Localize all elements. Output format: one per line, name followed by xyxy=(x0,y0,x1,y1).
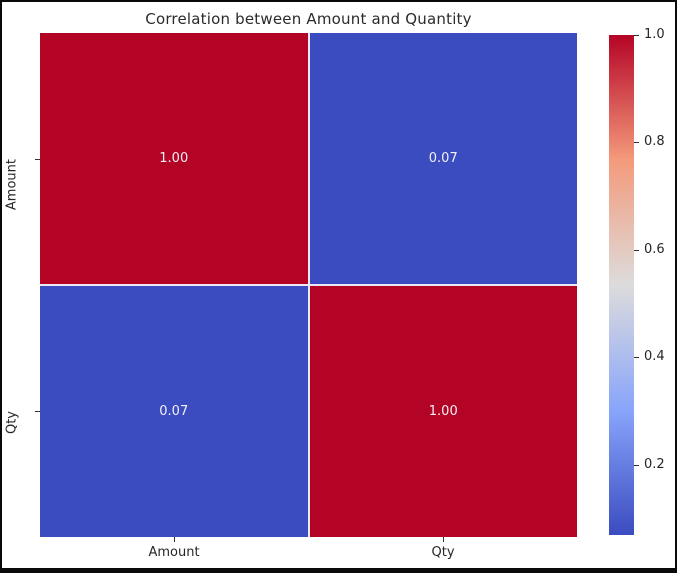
heatmap-cell-qty-qty: 1.00 xyxy=(309,286,577,537)
y-axis-label-amount-text: Amount xyxy=(4,159,19,211)
x-axis-label-amount: Amount xyxy=(148,545,200,560)
x-axis-tick-amount xyxy=(174,537,175,542)
colorbar-tick-label: 0.8 xyxy=(644,134,665,149)
heatmap-cell-amount-qty: 0.07 xyxy=(309,33,577,284)
y-axis-label-qty-text: Qty xyxy=(4,411,19,435)
y-axis-tick-amount xyxy=(35,159,40,160)
x-axis-tick-qty xyxy=(443,537,444,542)
y-axis-tick-qty xyxy=(35,411,40,412)
colorbar-tick-label: 0.4 xyxy=(644,349,665,364)
colorbar-tick-0.4 xyxy=(634,357,639,358)
heatmap-grid: 1.00 0.07 0.07 1.00 xyxy=(40,33,577,537)
colorbar-tick-label: 0.6 xyxy=(644,242,665,257)
colorbar-tick-label: 1.0 xyxy=(644,27,665,42)
chart-title: Correlation between Amount and Quantity xyxy=(145,10,472,28)
heatmap-cell-amount-amount: 1.00 xyxy=(40,33,308,284)
colorbar-tick-label: 0.2 xyxy=(644,457,665,472)
colorbar-tick-0.2 xyxy=(634,465,639,466)
x-axis-label-qty: Qty xyxy=(431,545,455,560)
colorbar-tick-1.0 xyxy=(634,35,639,36)
colorbar-tick-0.8 xyxy=(634,142,639,143)
colorbar-gradient xyxy=(609,35,634,535)
heatmap-cell-qty-amount: 0.07 xyxy=(40,286,308,537)
colorbar-tick-0.6 xyxy=(634,250,639,251)
